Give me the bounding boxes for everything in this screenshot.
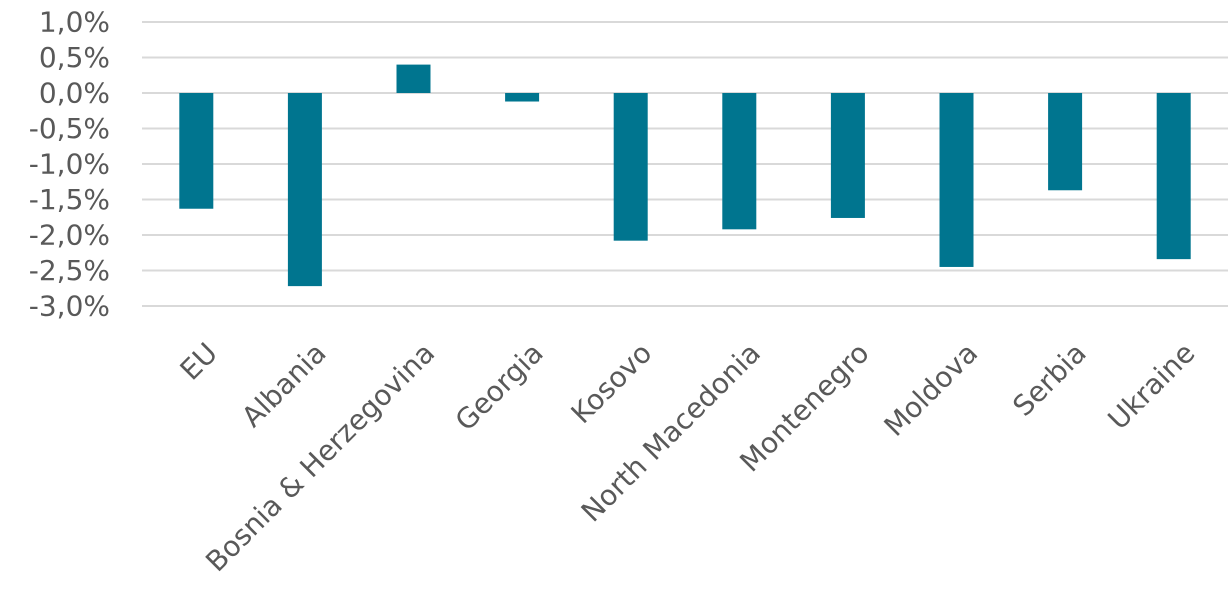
bar-albania — [287, 93, 322, 287]
y-tick-label: 0,5% — [39, 41, 110, 74]
x-tick-label: EU — [174, 336, 224, 386]
x-tick-label: Bosnia & Herzegovina — [199, 336, 441, 578]
bar-bosnia-herzegovina — [396, 64, 431, 93]
x-tick-label: Moldova — [878, 336, 985, 443]
y-tick-label: -3,0% — [29, 290, 110, 323]
bar-montenegro — [830, 93, 865, 218]
y-tick-label: -2,5% — [29, 254, 110, 287]
y-tick-label: -1,5% — [29, 183, 110, 216]
y-tick-label: 1,0% — [39, 6, 110, 39]
y-tick-label: 0,0% — [39, 77, 110, 110]
bar-moldova — [939, 93, 974, 267]
x-tick-label: Georgia — [449, 336, 550, 437]
bars — [179, 64, 1191, 287]
y-tick-label: -2,0% — [29, 219, 110, 252]
x-tick-label: Ukraine — [1102, 336, 1202, 436]
bar-kosovo — [613, 93, 648, 241]
x-tick-label: Kosovo — [565, 336, 659, 430]
y-axis-ticks: 1,0%0,5%0,0%-0,5%-1,0%-1,5%-2,0%-2,5%-3,… — [29, 6, 110, 323]
x-tick-label: Albania — [235, 336, 332, 433]
bar-serbia — [1048, 93, 1083, 191]
y-tick-label: -1,0% — [29, 148, 110, 181]
bar-north-macedonia — [722, 93, 757, 230]
bar-georgia — [505, 93, 540, 102]
bar-ukraine — [1156, 93, 1191, 260]
gridlines — [142, 21, 1228, 307]
x-tick-label: Serbia — [1006, 336, 1092, 422]
y-tick-label: -0,5% — [29, 112, 110, 145]
bar-eu — [179, 93, 214, 209]
x-tick-label: North Macedonia — [575, 336, 767, 528]
